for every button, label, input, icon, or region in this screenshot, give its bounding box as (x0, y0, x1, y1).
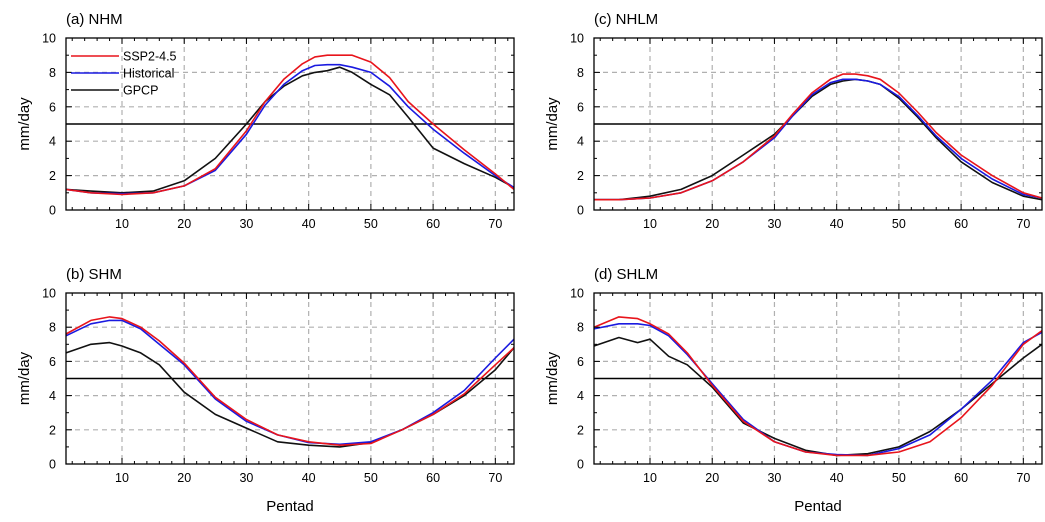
x-tick-label: 60 (426, 471, 440, 485)
x-tick-label: 50 (892, 471, 906, 485)
series-line-gpcp (65, 341, 515, 448)
panel-title: (c) NHLM (594, 11, 658, 28)
y-tick-label: 2 (49, 169, 56, 183)
panel-c-nhlm: 10 20 30 40 50 60 70 0 2 4 6 8 10 (c) NHLM mm/day (544, 11, 1043, 231)
legend-label-gpcp: GPCP (123, 84, 158, 98)
y-tick-label: 6 (577, 355, 584, 369)
x-tick-label: 60 (954, 217, 968, 231)
x-tick-label: 10 (115, 471, 129, 485)
y-tick-label: 0 (49, 204, 56, 218)
y-tick-label: 2 (577, 423, 584, 437)
x-tick-label: 70 (488, 471, 502, 485)
legend-label-ssp2-4-5: SSP2-4.5 (123, 50, 177, 64)
panel-a-nhm: 10 20 30 40 50 60 70 0 2 4 6 8 10 (a) NHM mm/day SSP2-4… (16, 11, 515, 231)
y-tick-label: 10 (42, 32, 56, 46)
x-tick-label: 40 (302, 471, 316, 485)
x-tick-label: 50 (364, 471, 378, 485)
x-tick-label: 50 (892, 217, 906, 231)
x-tick-label: 60 (426, 217, 440, 231)
series-line-ssp2-4-5 (593, 316, 1043, 457)
panel-b-shm: 10 20 30 40 50 60 70 0 2 4 6 8 10 (b) SHM mm/day Pentad (16, 266, 515, 515)
series-line-gpcp (594, 78, 1043, 201)
y-tick-label: 10 (570, 32, 584, 46)
y-tick-label: 4 (577, 389, 584, 403)
series-line-gpcp (65, 66, 515, 194)
x-tick-label: 40 (830, 471, 844, 485)
legend: SSP2-4.5 Historical GPCP (71, 50, 177, 98)
x-tick-label: 40 (302, 217, 316, 231)
y-tick-label: 8 (49, 321, 56, 335)
x-tick-label: 30 (239, 217, 253, 231)
series-line-ssp2-4-5 (65, 316, 515, 447)
panel-title: (a) NHM (66, 11, 123, 28)
y-tick-label: 8 (577, 321, 584, 335)
y-tick-label: 6 (49, 355, 56, 369)
legend-label-historical: Historical (123, 67, 174, 81)
panel-d-shlm: 10 20 30 40 50 60 70 0 2 4 6 8 10 (d) SHLM mm/day Penta… (544, 266, 1043, 515)
y-tick-label: 10 (42, 287, 56, 301)
x-tick-label: 10 (643, 217, 657, 231)
y-tick-label: 6 (49, 100, 56, 114)
series-line-ssp2-4-5 (65, 54, 515, 196)
y-tick-label: 2 (577, 169, 584, 183)
x-tick-label: 70 (1016, 217, 1030, 231)
x-tick-label: 20 (705, 471, 719, 485)
y-axis-label: mm/day (544, 97, 561, 151)
y-tick-label: 10 (570, 287, 584, 301)
y-tick-label: 0 (577, 204, 584, 218)
x-tick-label: 40 (830, 217, 844, 231)
y-axis-label: mm/day (16, 351, 33, 405)
y-axis-label: mm/day (16, 97, 33, 151)
x-tick-label: 30 (239, 471, 253, 485)
x-tick-label: 10 (115, 217, 129, 231)
panel-title: (d) SHLM (594, 266, 658, 283)
y-tick-label: 0 (49, 458, 56, 472)
series-line-ssp2-4-5 (594, 73, 1043, 201)
y-tick-label: 4 (577, 135, 584, 149)
y-tick-label: 0 (577, 458, 584, 472)
x-axis-label: Pentad (266, 498, 314, 515)
x-axis-label: Pentad (794, 498, 842, 515)
y-axis-label: mm/day (544, 351, 561, 405)
y-tick-label: 8 (49, 66, 56, 80)
y-tick-label: 8 (577, 66, 584, 80)
y-tick-label: 4 (49, 135, 56, 149)
x-tick-label: 20 (705, 217, 719, 231)
x-tick-label: 20 (177, 471, 191, 485)
y-tick-label: 2 (49, 423, 56, 437)
y-tick-label: 6 (577, 100, 584, 114)
series-line-historical (593, 322, 1043, 457)
x-tick-label: 30 (767, 217, 781, 231)
x-tick-label: 50 (364, 217, 378, 231)
x-tick-label: 10 (643, 471, 657, 485)
x-tick-label: 70 (1016, 471, 1030, 485)
x-tick-label: 20 (177, 217, 191, 231)
x-tick-label: 30 (767, 471, 781, 485)
series-line-historical (65, 319, 515, 446)
panel-title: (b) SHM (66, 266, 122, 283)
y-tick-label: 4 (49, 389, 56, 403)
x-tick-label: 60 (954, 471, 968, 485)
series-line-historical (594, 78, 1043, 201)
x-tick-label: 70 (488, 217, 502, 231)
